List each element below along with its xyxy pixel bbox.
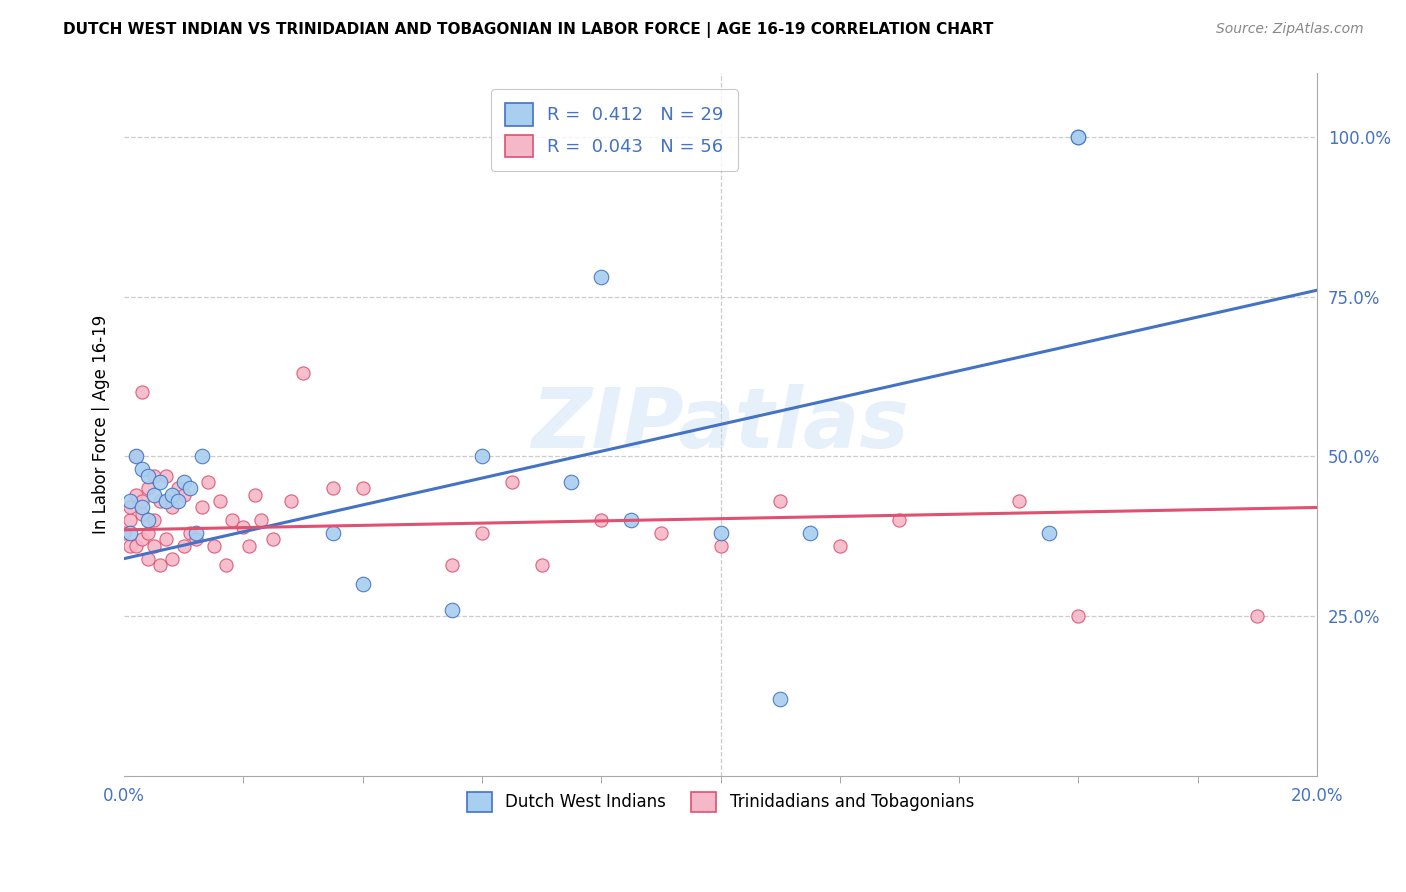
Point [149,558,172,572]
Point [530,558,553,572]
Y-axis label: In Labor Force | Age 16-19: In Labor Force | Age 16-19 [93,315,110,534]
Point [709,526,731,541]
Point [125,539,148,553]
Point [149,475,172,489]
Point [1008,494,1031,508]
Point [179,526,201,541]
Point [136,481,159,495]
Point [292,366,315,380]
Point [322,481,344,495]
Point [149,494,172,508]
Point [190,450,212,464]
Point [179,481,201,495]
Point [136,513,159,527]
Point [441,603,464,617]
Point [208,494,231,508]
Point [889,513,911,527]
Legend: Dutch West Indians, Trinidadians and Tobagonians: Dutch West Indians, Trinidadians and Tob… [458,783,983,821]
Text: DUTCH WEST INDIAN VS TRINIDADIAN AND TOBAGONIAN IN LABOR FORCE | AGE 16-19 CORRE: DUTCH WEST INDIAN VS TRINIDADIAN AND TOB… [63,22,994,38]
Point [173,539,195,553]
Point [221,513,243,527]
Point [471,526,494,541]
Text: ZIPatlas: ZIPatlas [531,384,910,465]
Point [441,558,464,572]
Point [125,450,148,464]
Point [232,519,254,533]
Point [1246,609,1268,624]
Point [769,692,792,706]
Point [143,488,166,502]
Point [190,500,212,515]
Point [131,500,153,515]
Point [131,533,153,547]
Point [238,539,260,553]
Point [155,533,177,547]
Point [131,462,153,476]
Point [173,488,195,502]
Point [155,494,177,508]
Point [155,468,177,483]
Point [1067,609,1090,624]
Point [120,513,142,527]
Point [131,385,153,400]
Point [160,488,183,502]
Point [591,513,613,527]
Point [245,488,267,502]
Point [202,539,225,553]
Point [709,539,731,553]
Point [167,481,190,495]
Point [1067,129,1090,144]
Text: Source: ZipAtlas.com: Source: ZipAtlas.com [1216,22,1364,37]
Point [1067,129,1090,144]
Point [471,450,494,464]
Point [173,475,195,489]
Point [160,500,183,515]
Point [143,468,166,483]
Point [120,500,142,515]
Point [214,558,236,572]
Point [250,513,273,527]
Point [167,494,190,508]
Point [560,475,582,489]
Point [136,468,159,483]
Point [352,481,374,495]
Point [280,494,302,508]
Point [1038,526,1060,541]
Point [262,533,284,547]
Point [769,494,792,508]
Point [143,539,166,553]
Point [143,513,166,527]
Point [352,577,374,591]
Point [591,270,613,285]
Point [184,526,207,541]
Point [620,513,643,527]
Point [120,539,142,553]
Point [136,551,159,566]
Point [184,533,207,547]
Point [120,494,142,508]
Point [131,494,153,508]
Point [125,450,148,464]
Point [650,526,672,541]
Point [120,526,142,541]
Point [322,526,344,541]
Point [112,526,135,541]
Point [125,488,148,502]
Point [160,551,183,566]
Point [501,475,523,489]
Point [197,475,219,489]
Point [799,526,821,541]
Point [828,539,851,553]
Point [131,507,153,521]
Point [136,526,159,541]
